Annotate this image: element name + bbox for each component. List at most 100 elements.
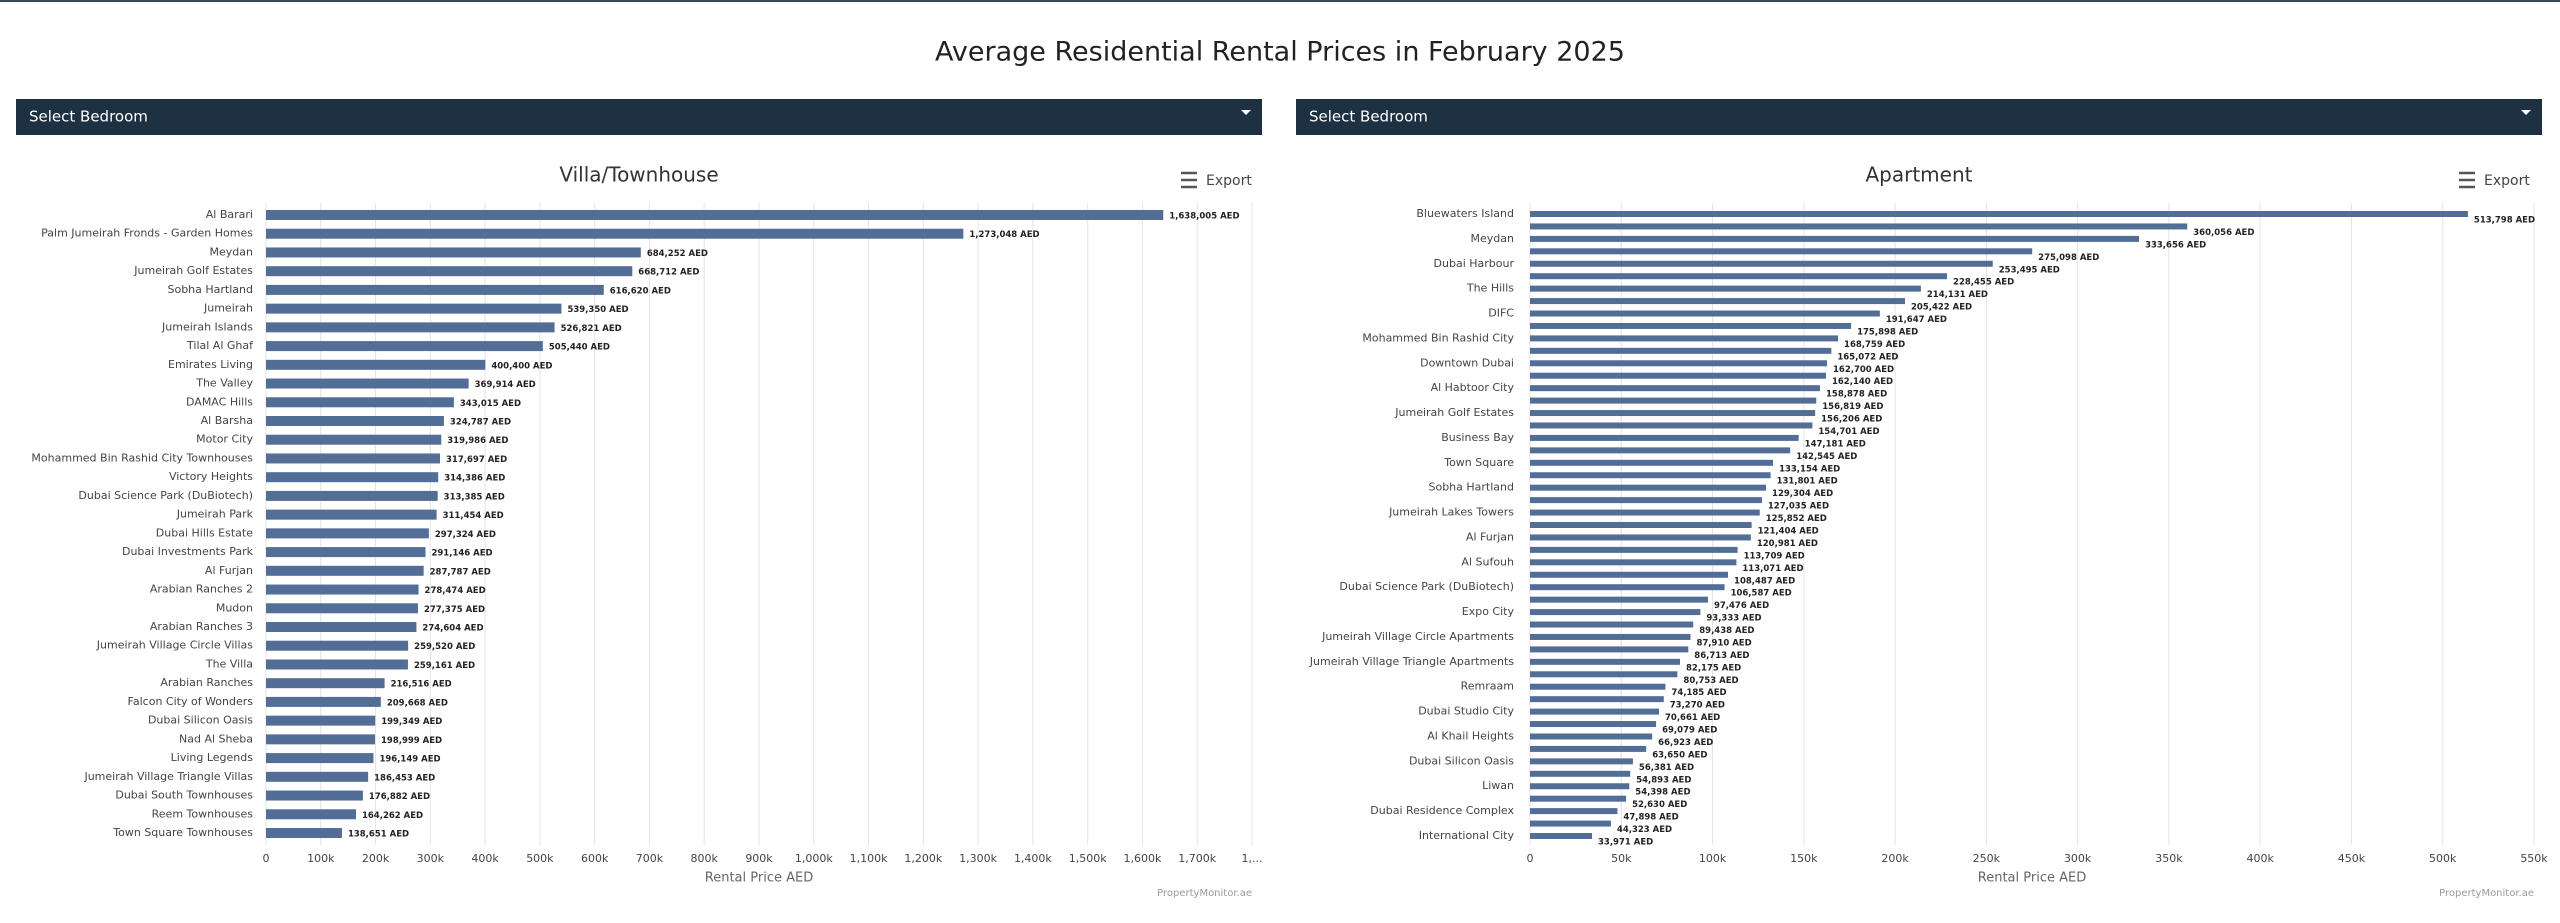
category-label: Bluewaters Island xyxy=(1416,207,1514,220)
page-title: Average Residential Rental Prices in Feb… xyxy=(935,37,1625,68)
value-label: 228,455 AED xyxy=(1953,278,2014,288)
value-label: 113,071 AED xyxy=(1742,564,1803,574)
value-label: 162,140 AED xyxy=(1832,377,1893,387)
bar xyxy=(1530,347,1832,354)
bar xyxy=(1530,298,1905,305)
bar xyxy=(1530,621,1694,628)
bar xyxy=(1530,534,1751,541)
dropdown-caret[interactable] xyxy=(2521,110,2531,115)
x-tick-label: 700k xyxy=(636,852,664,865)
category-label: Mohammed Bin Rashid City Townhouses xyxy=(31,451,253,464)
category-label: Dubai Studio City xyxy=(1418,705,1514,718)
bar xyxy=(1530,559,1737,566)
category-label: Jumeirah Village Triangle Apartments xyxy=(1309,655,1514,668)
value-label: 287,787 AED xyxy=(430,567,491,577)
export-button[interactable]: Export xyxy=(1181,171,1252,189)
category-label: Arabian Ranches 3 xyxy=(150,620,253,633)
dropdown-label[interactable]: Select Bedroom xyxy=(1309,108,1428,126)
category-label: Jumeirah Village Triangle Villas xyxy=(83,770,253,783)
bar xyxy=(1530,459,1774,466)
export-button[interactable]: Export xyxy=(2459,171,2530,189)
export-label[interactable]: Export xyxy=(1206,173,1252,189)
value-label: 400,400 AED xyxy=(491,361,552,371)
bar xyxy=(266,266,633,277)
value-label: 324,787 AED xyxy=(450,418,511,428)
category-label: Downtown Dubai xyxy=(1420,356,1514,369)
value-label: 158,878 AED xyxy=(1826,390,1887,400)
credit: PropertyMonitor.ae xyxy=(2439,888,2534,899)
dropdown-caret[interactable] xyxy=(1241,110,1251,115)
dropdown-bar[interactable] xyxy=(16,99,1262,135)
x-tick-label: 1,600k xyxy=(1124,852,1162,865)
x-tick-label: 300k xyxy=(417,852,445,865)
value-label: 56,381 AED xyxy=(1639,763,1694,773)
category-label: Living Legends xyxy=(171,751,254,764)
value-label: 80,753 AED xyxy=(1683,676,1738,686)
category-label: Dubai Science Park (DuBiotech) xyxy=(78,489,253,502)
x-tick-label: 200k xyxy=(362,852,390,865)
bar xyxy=(266,303,562,314)
category-label: Arabian Ranches xyxy=(160,676,253,689)
category-label: Town Square Townhouses xyxy=(112,826,253,839)
category-label: Liwan xyxy=(1482,779,1514,792)
bar xyxy=(1530,770,1631,777)
bar xyxy=(266,509,437,520)
category-label: Meydan xyxy=(1471,232,1514,245)
dropdown[interactable]: Select Bedroom xyxy=(1296,99,2542,135)
bar xyxy=(1530,522,1752,528)
value-label: 33,971 AED xyxy=(1598,838,1653,848)
category-label: Jumeirah Park xyxy=(176,508,254,521)
bar xyxy=(266,584,419,595)
bar xyxy=(266,416,444,426)
dropdown[interactable]: Select Bedroom xyxy=(16,99,1262,135)
x-tick-label: 1,100k xyxy=(850,852,888,865)
value-label: 319,986 AED xyxy=(447,436,508,446)
category-label: Al Habtoor City xyxy=(1431,381,1515,394)
value-label: 127,035 AED xyxy=(1768,502,1829,512)
category-label: Dubai Hills Estate xyxy=(156,526,253,539)
bar xyxy=(266,210,1164,220)
category-label: Al Khail Heights xyxy=(1427,729,1514,742)
dropdown-label[interactable]: Select Bedroom xyxy=(29,108,148,126)
value-label: 156,206 AED xyxy=(1821,415,1882,425)
value-label: 47,898 AED xyxy=(1623,813,1678,823)
bar xyxy=(1530,584,1725,591)
value-label: 196,149 AED xyxy=(379,755,440,765)
x-tick-label: 900k xyxy=(745,852,773,865)
x-tick-label: 1,... xyxy=(1242,852,1263,865)
value-label: 93,333 AED xyxy=(1706,614,1761,624)
bar xyxy=(1530,571,1729,578)
bar xyxy=(266,753,374,764)
export-icon[interactable] xyxy=(1181,171,1197,189)
bar xyxy=(266,322,555,333)
bar xyxy=(1530,260,1993,267)
value-label: 297,324 AED xyxy=(435,530,496,540)
value-label: 1,638,005 AED xyxy=(1169,212,1239,222)
x-tick-label: 400k xyxy=(2246,852,2274,865)
dropdown-bar[interactable] xyxy=(1296,99,2542,135)
category-label: Dubai Investments Park xyxy=(122,545,254,558)
bar xyxy=(1530,733,1653,740)
bar xyxy=(266,359,486,370)
value-label: 539,350 AED xyxy=(567,305,628,315)
category-label: Jumeirah Golf Estates xyxy=(1394,406,1514,419)
export-label[interactable]: Export xyxy=(2484,173,2530,189)
value-label: 120,981 AED xyxy=(1757,539,1818,549)
bar xyxy=(266,228,964,239)
value-label: 278,474 AED xyxy=(425,586,486,596)
bar xyxy=(266,734,376,745)
bar xyxy=(1530,422,1813,429)
value-label: 113,709 AED xyxy=(1744,551,1805,561)
category-label: Jumeirah Village Circle Villas xyxy=(96,639,254,652)
value-label: 125,852 AED xyxy=(1766,514,1827,524)
category-label: Meydan xyxy=(210,245,253,258)
value-label: 129,304 AED xyxy=(1772,489,1833,499)
bar xyxy=(1530,633,1691,640)
export-icon[interactable] xyxy=(2459,171,2475,189)
value-label: 142,545 AED xyxy=(1796,452,1857,462)
value-label: 214,131 AED xyxy=(1927,290,1988,300)
category-label: Palm Jumeirah Fronds - Garden Homes xyxy=(41,227,253,240)
bar xyxy=(1530,509,1760,516)
bar xyxy=(266,715,376,726)
